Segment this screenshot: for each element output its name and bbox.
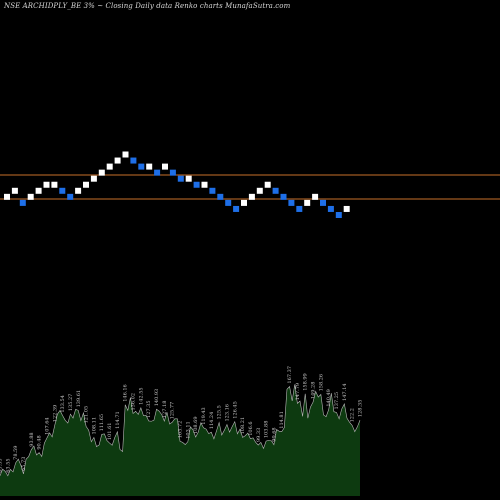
volume-label: 107.64	[44, 417, 50, 435]
volume-label: 99.68	[271, 427, 277, 441]
chart-title: NSE ARCHIDPLY_BE 3% ~ Closing Daily data…	[4, 2, 291, 10]
volume-label: 167.37	[287, 366, 293, 384]
volume-label: 119.43	[201, 407, 207, 425]
renko-brick-down	[59, 187, 66, 194]
renko-brick-up	[201, 181, 208, 188]
volume-label: 114.24	[209, 412, 215, 430]
renko-brick-up	[35, 187, 42, 194]
volume-label: 136.02	[131, 393, 137, 411]
renko-brick-down	[130, 157, 137, 164]
volume-label: 133.54	[60, 395, 66, 413]
renko-brick-up	[304, 199, 311, 206]
volume-label: 158.26	[318, 374, 324, 392]
renko-brick-up	[114, 157, 121, 164]
volume-label: 121.05	[84, 406, 90, 424]
volume-label: 149.28	[311, 382, 317, 400]
renko-brick-down	[233, 205, 240, 212]
volume-area	[0, 384, 360, 496]
volume-line	[0, 384, 361, 477]
renko-brick-up	[343, 205, 350, 212]
renko-brick-down	[193, 181, 200, 188]
renko-brick-up	[75, 187, 82, 194]
renko-brick-down	[320, 199, 326, 206]
volume-label: 127.18	[162, 401, 168, 419]
renko-brick-up	[122, 151, 129, 158]
volume-label: 108.21	[240, 417, 246, 435]
volume-label: 108.11	[91, 417, 97, 435]
volume-label: 146.16	[123, 384, 129, 402]
volume-label: 63.55	[0, 458, 4, 472]
volume-label: 125.5	[217, 405, 223, 419]
renko-brick-down	[209, 187, 216, 194]
renko-brick-up	[90, 175, 97, 182]
volume-label: 101.61	[107, 423, 113, 441]
renko-brick-down	[217, 193, 224, 200]
volume-label: 99.33	[256, 428, 262, 442]
volume-label: 78.59	[13, 446, 19, 460]
volume-label: 103.88	[264, 421, 270, 439]
renko-brick-up	[83, 181, 89, 188]
volume-label: 103.11	[185, 421, 191, 439]
volume-label: 122.39	[52, 405, 58, 423]
renko-brick-down	[225, 199, 232, 206]
volume-label: 93.88	[29, 432, 35, 446]
volume-label: 139.61	[76, 390, 82, 408]
renko-brick-down	[67, 193, 74, 200]
renko-brick-up	[11, 187, 18, 194]
volume-label: 90.48	[37, 435, 43, 449]
renko-brick-down	[154, 169, 161, 176]
volume-label: 65.73	[21, 457, 27, 471]
volume-label: 122.2	[350, 408, 356, 422]
volume-label: 114.71	[115, 411, 121, 429]
renko-brick-up	[51, 181, 58, 188]
renko-brick-down	[288, 199, 295, 206]
renko-brick-up	[185, 175, 192, 182]
volume-label: 63.55	[5, 458, 11, 472]
renko-brick-up	[248, 193, 255, 200]
volume-label: 125.77	[170, 402, 176, 420]
renko-brick-up	[27, 193, 34, 200]
renko-brick-up	[146, 163, 153, 170]
renko-brick-down	[327, 205, 334, 212]
volume-label: 103.72	[178, 421, 184, 439]
volume-label: 158.99	[303, 373, 309, 391]
volume-label: 137.25	[334, 392, 340, 410]
renko-brick-up	[312, 193, 319, 200]
volume-label: 147.14	[342, 383, 348, 401]
renko-brick-down	[296, 205, 303, 212]
volume-label: 140.49	[326, 389, 332, 407]
renko-brick-up	[43, 181, 50, 188]
renko-brick-up	[106, 163, 113, 170]
volume-label: 106.6	[248, 421, 254, 435]
volume-label: 126.45	[232, 401, 238, 419]
renko-brick-down	[280, 193, 287, 200]
renko-brick-up	[98, 169, 105, 176]
renko-brick-up	[264, 181, 271, 188]
volume-label: 111.65	[99, 414, 105, 432]
renko-brick-down	[272, 187, 279, 194]
renko-brick-up	[241, 199, 247, 206]
volume-label: 147.79	[295, 383, 301, 401]
renko-brick-up	[256, 187, 263, 194]
renko-brick-down	[169, 169, 176, 176]
volume-label: 123.16	[224, 404, 230, 422]
volume-label: 114.81	[279, 411, 285, 429]
renko-brick-down	[335, 212, 342, 218]
renko-brick-down	[19, 199, 26, 206]
volume-label: 140.93	[154, 389, 160, 407]
renko-brick-up	[162, 163, 168, 170]
renko-brick-down	[177, 175, 184, 182]
renko-brick-up	[4, 193, 10, 200]
volume-label: 135.27	[68, 394, 74, 412]
volume-label: 108.69	[193, 416, 199, 434]
renko-brick-down	[138, 163, 145, 170]
volume-label: 128.35	[358, 400, 364, 418]
volume-label: 142.55	[138, 387, 144, 405]
volume-label: 127.35	[146, 400, 152, 418]
